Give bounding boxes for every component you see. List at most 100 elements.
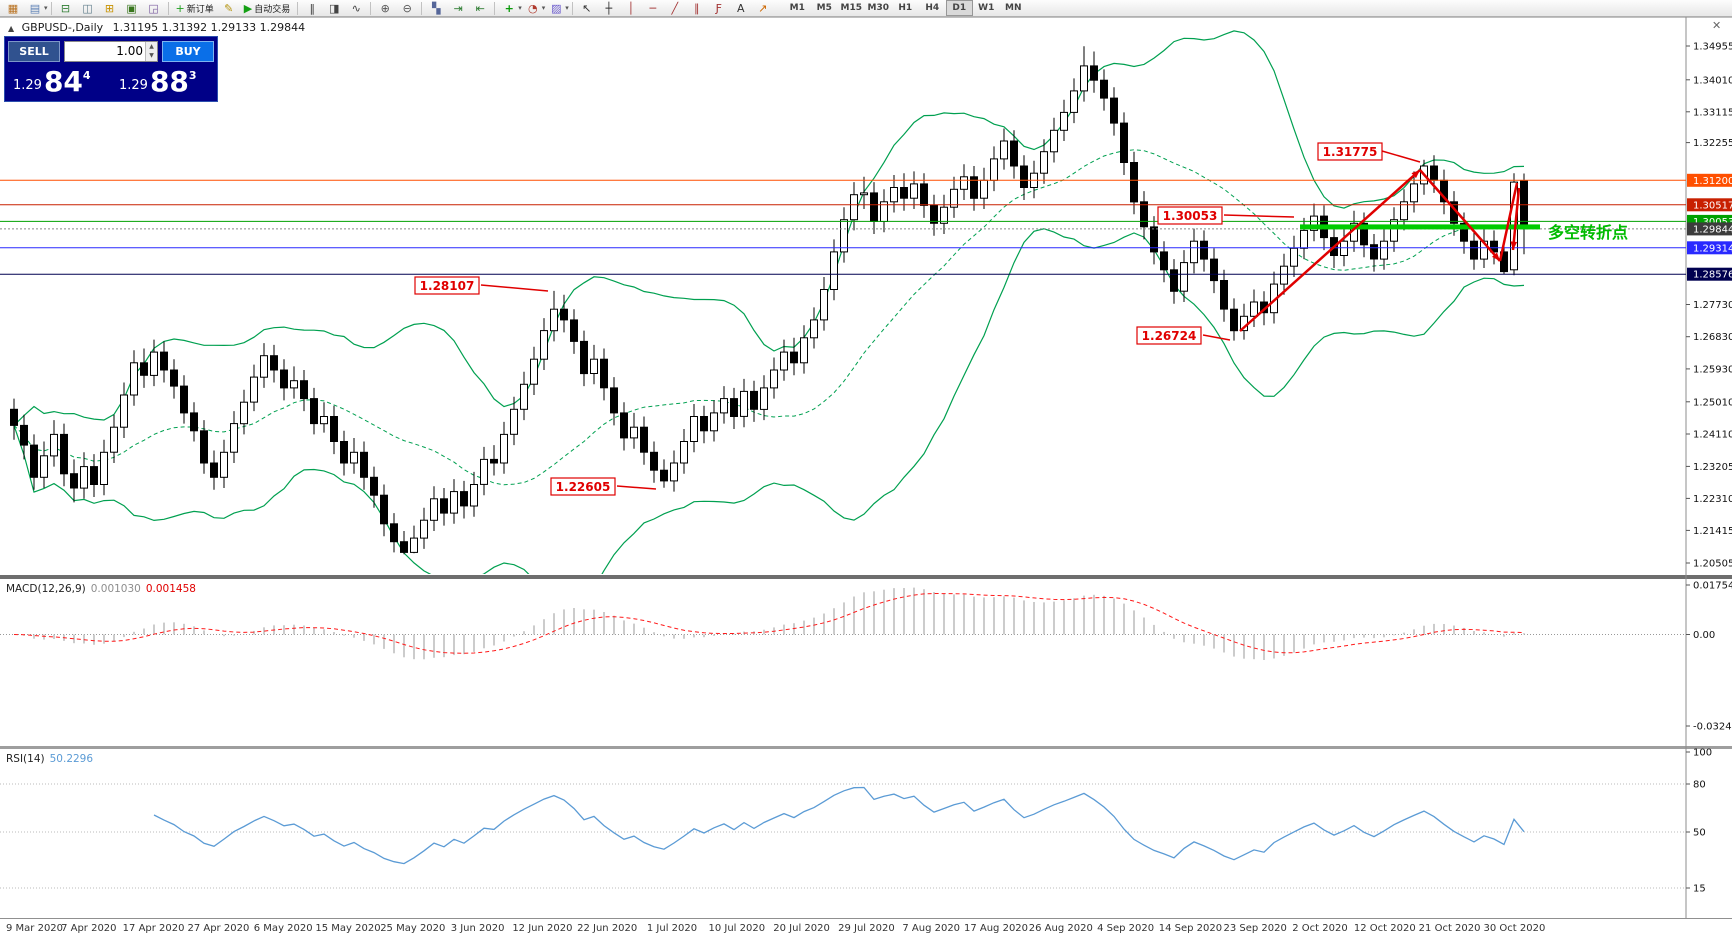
svg-text:7 Apr 2020: 7 Apr 2020 xyxy=(61,923,116,934)
profiles-icon-caret-icon[interactable]: ▾ xyxy=(44,4,48,12)
terminal-icon[interactable]: ▣ xyxy=(126,1,137,15)
main-macd-splitter[interactable] xyxy=(0,575,1732,579)
navigator-icon[interactable]: ⊞ xyxy=(104,1,115,15)
svg-text:1.34955: 1.34955 xyxy=(1693,42,1732,53)
new-order-button-label: 新订单 xyxy=(186,4,214,15)
autotrading-button-glyph: ▶ xyxy=(243,1,253,15)
tile-windows-icon[interactable]: ▚ xyxy=(432,1,441,15)
metaeditor-icon[interactable]: ✎ xyxy=(224,1,234,15)
svg-text:17 Apr 2020: 17 Apr 2020 xyxy=(123,923,185,934)
timeframe-M30[interactable]: M30 xyxy=(867,3,890,13)
timeframe-H1[interactable]: H1 xyxy=(898,3,913,13)
buy-price[interactable]: 1.29 88 3 xyxy=(111,62,217,100)
svg-text:15 May 2020: 15 May 2020 xyxy=(315,923,380,934)
zoom-in-icon[interactable]: ⊕ xyxy=(380,1,390,15)
main-price-pane[interactable]: 多空转折点 xyxy=(0,30,1686,609)
price-axis[interactable]: 1.34955 1.34010 1.33115 1.32255 1.27730 1.268… xyxy=(1686,42,1732,570)
svg-text:1.24110: 1.24110 xyxy=(1693,430,1732,441)
svg-text:1.33115: 1.33115 xyxy=(1693,107,1732,118)
channel-icon[interactable]: ∥ xyxy=(694,1,700,15)
buy-price-sup: 3 xyxy=(188,69,197,82)
strategy-tester-icon[interactable]: ◲ xyxy=(148,1,159,15)
svg-text:1.30053: 1.30053 xyxy=(1163,209,1218,223)
auto-scroll-icon[interactable]: ⇥ xyxy=(453,1,463,15)
text-icon[interactable]: A xyxy=(737,1,745,15)
indicators-icon-caret-icon[interactable]: ▾ xyxy=(518,4,522,12)
market-watch-icon[interactable]: ⊟ xyxy=(60,1,71,15)
new-order-button-glyph: + xyxy=(175,1,185,15)
horizontal-line-icon[interactable]: ─ xyxy=(649,1,657,15)
templates-icon[interactable]: ▨ xyxy=(551,1,562,15)
svg-text:0.017542: 0.017542 xyxy=(1693,581,1732,592)
price-annotations[interactable]: 1.31775 1.30053 1.28107 1.22605 1.26724 xyxy=(414,142,1421,496)
volume-down-icon[interactable]: ▼ xyxy=(146,51,157,61)
timeframe-H4[interactable]: H4 xyxy=(925,3,940,13)
svg-text:27 Apr 2020: 27 Apr 2020 xyxy=(187,923,249,934)
svg-text:14 Sep 2020: 14 Sep 2020 xyxy=(1159,923,1222,934)
periods-icon[interactable]: ◔ xyxy=(527,1,538,15)
timeframe-D1[interactable]: D1 xyxy=(945,0,973,16)
arrows-icon[interactable]: ↗ xyxy=(758,1,768,15)
zoom-out-icon[interactable]: ⊖ xyxy=(402,1,412,15)
svg-text:29 Jul 2020: 29 Jul 2020 xyxy=(838,923,895,934)
svg-text:30 Oct 2020: 30 Oct 2020 xyxy=(1483,923,1545,934)
timeframe-bar: M1 M5 M15 M30 H1 H4 D1 W1 MN xyxy=(784,0,1027,16)
svg-text:20 Jul 2020: 20 Jul 2020 xyxy=(773,923,830,934)
timeframe-W1[interactable]: W1 xyxy=(978,3,995,13)
sell-price[interactable]: 1.29 84 4 xyxy=(5,62,111,100)
line-chart-icon[interactable]: ∿ xyxy=(351,1,361,15)
templates-icon-caret-icon[interactable]: ▾ xyxy=(565,4,569,12)
svg-text:1.29844: 1.29844 xyxy=(1693,224,1732,235)
volume-input[interactable] xyxy=(65,41,145,61)
macd-pane[interactable]: 0.017542 0.00 -0.032445 xyxy=(0,581,1732,733)
indicators-icon[interactable]: + xyxy=(504,1,514,15)
volume-up-icon[interactable]: ▲ xyxy=(146,41,157,51)
horizontal-level-lines[interactable] xyxy=(0,179,1686,275)
timeframe-M15[interactable]: M15 xyxy=(840,3,863,13)
trendline-icon[interactable]: ╱ xyxy=(671,1,679,15)
cursor-icon[interactable]: ↖ xyxy=(582,1,592,15)
svg-text:21 Oct 2020: 21 Oct 2020 xyxy=(1419,923,1481,934)
candlestick-chart-icon[interactable]: ◨ xyxy=(329,1,340,15)
profiles-icon[interactable]: ▤ xyxy=(29,1,41,15)
svg-text:1.28107: 1.28107 xyxy=(420,279,475,293)
data-window-icon[interactable]: ◫ xyxy=(82,1,93,15)
timeframe-M5[interactable]: M5 xyxy=(816,3,832,13)
svg-text:4 Sep 2020: 4 Sep 2020 xyxy=(1097,923,1154,934)
macd-main-value: 0.001030 xyxy=(90,583,141,595)
svg-text:0.00: 0.00 xyxy=(1693,630,1715,641)
svg-text:15: 15 xyxy=(1693,884,1706,895)
turning-point-label: 多空转折点 xyxy=(1548,223,1628,242)
chart-close-icon[interactable]: ✕ xyxy=(1712,19,1722,32)
sell-button[interactable]: SELL xyxy=(8,40,60,62)
new-chart-icon[interactable]: ▦ xyxy=(7,1,19,15)
sell-price-big: 84 xyxy=(43,65,83,98)
macd-rsi-splitter[interactable] xyxy=(0,746,1732,749)
bar-chart-icon[interactable]: ‖ xyxy=(309,1,315,15)
rsi-indicator-label: RSI(14) 50.2296 xyxy=(6,753,93,765)
svg-text:1.26724: 1.26724 xyxy=(1142,329,1197,343)
autotrading-button[interactable]: ▶ 自动交易 xyxy=(240,1,294,16)
fibonacci-icon[interactable]: Ƒ xyxy=(715,1,722,15)
new-order-button[interactable]: + 新订单 xyxy=(172,1,218,16)
chart-marker-icon: ▲ xyxy=(8,24,15,33)
vertical-line-icon[interactable]: │ xyxy=(627,1,635,15)
svg-text:1.28576: 1.28576 xyxy=(1693,270,1732,281)
timeframe-M1[interactable]: M1 xyxy=(789,3,805,13)
timeframe-MN[interactable]: MN xyxy=(1005,3,1022,13)
toolbar: ▦ ▤ ▾ ⊟ ◫ ⊞ ▣ ◲ + 新订单 ✎ ▶ 自动交易 ‖ ◨ ∿ ⊕ ⊖ ▚ ⇥ ⇤ + ▾ ◔ ▾ ▨ ▾ ↖ ┼ │ ─ ╱ ∥ Ƒ A… xyxy=(0,0,1732,17)
turning-point-segment[interactable] xyxy=(1300,224,1540,230)
macd-indicator-label: MACD(12,26,9) 0.001030 0.001458 xyxy=(6,583,196,595)
chart-ohlc-values: 1.31195 1.31392 1.29133 1.29844 xyxy=(112,21,306,34)
svg-text:1.26830: 1.26830 xyxy=(1693,332,1732,343)
buy-button[interactable]: BUY xyxy=(162,40,214,62)
svg-text:1 Jul 2020: 1 Jul 2020 xyxy=(647,923,697,934)
rsi-pane[interactable]: 100 80 50 15 xyxy=(0,748,1712,895)
trend-arrows[interactable] xyxy=(1239,169,1521,332)
chart-shift-icon[interactable]: ⇤ xyxy=(475,1,485,15)
crosshair-icon[interactable]: ┼ xyxy=(605,1,613,15)
periods-icon-caret-icon[interactable]: ▾ xyxy=(541,4,546,12)
